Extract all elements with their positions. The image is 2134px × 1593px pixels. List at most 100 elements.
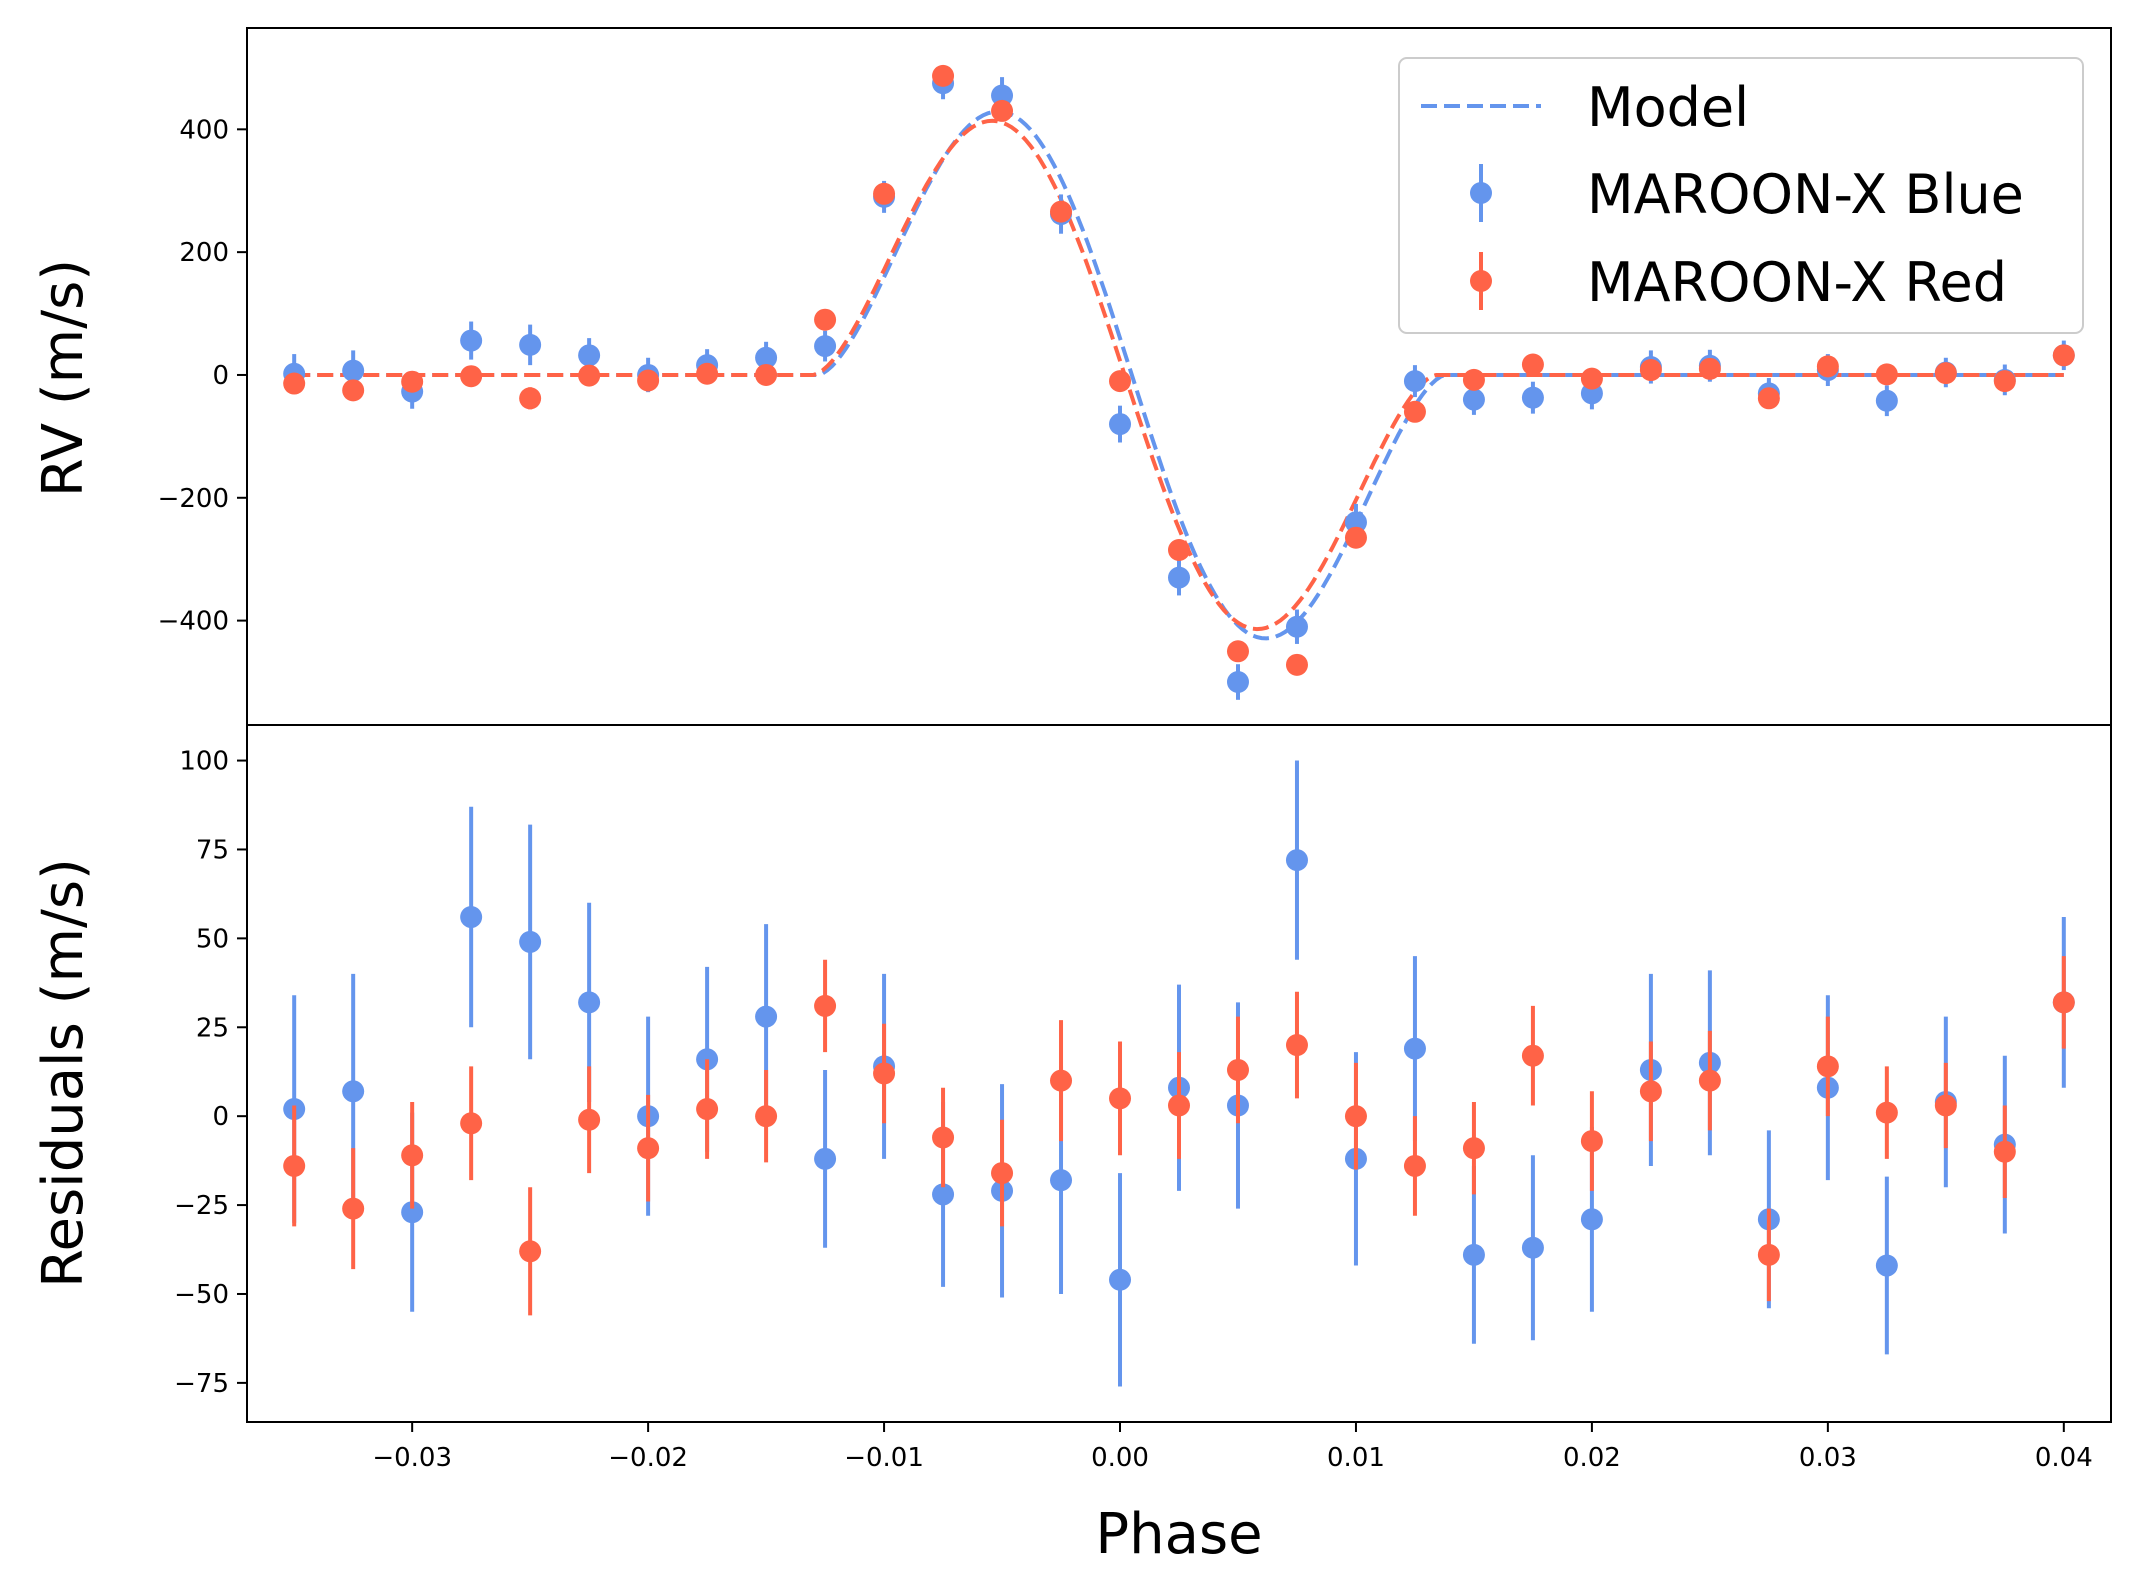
x-tick-label: 0.02: [1563, 1443, 1621, 1473]
rv-blue-point: [519, 333, 542, 356]
rv-y-tick-label: 0: [212, 361, 229, 391]
rv-red-point: [1168, 538, 1190, 561]
rv-red-point: [578, 364, 601, 387]
residuals-red-point: [932, 1126, 955, 1149]
legend-box: [1398, 57, 2084, 334]
residuals-blue-point: [814, 1147, 837, 1170]
residuals-blue-point: [1109, 1268, 1132, 1291]
residuals-red-point: [1993, 1140, 2016, 1163]
rv-y-tick-label: −400: [158, 607, 229, 637]
x-tick-label: 0.03: [1799, 1443, 1857, 1473]
rv-red-point: [1050, 200, 1073, 223]
residuals-red-point: [1344, 1105, 1367, 1128]
rv-red-point: [755, 363, 778, 386]
residuals-blue-point: [519, 930, 542, 953]
residuals-red-point: [519, 1240, 542, 1263]
rv-panel: 400 200 0 −200 −400 RV (m/s) Model MAROON-X …: [31, 27, 2112, 726]
residuals-red-point: [1639, 1080, 1662, 1103]
rv-red-point: [1109, 370, 1132, 393]
residuals-y-tick-label: −25: [174, 1191, 229, 1221]
rv-blue-point: [1168, 566, 1190, 589]
residuals-red-point: [578, 1108, 601, 1131]
residuals-y-tick-label: 0: [212, 1102, 229, 1132]
residuals-red-point: [460, 1112, 483, 1135]
residuals-red-point: [814, 994, 837, 1017]
rv-red-point: [342, 379, 365, 402]
residuals-red-point: [1462, 1137, 1485, 1160]
rv-red-point: [519, 387, 542, 410]
residuals-blue-point: [932, 1183, 955, 1206]
rv-red-point: [1993, 370, 2016, 393]
rv-y-tick-label: 200: [179, 238, 229, 268]
residuals-red-point: [1285, 1034, 1308, 1057]
residuals-red-point: [401, 1144, 424, 1167]
legend-blue-marker: [1470, 182, 1492, 204]
rv-blue-point: [578, 344, 601, 367]
residuals-red-point: [991, 1162, 1014, 1185]
rv-red-point: [1816, 355, 1839, 378]
x-tick-label: −0.02: [608, 1443, 688, 1473]
rv-red-point: [1639, 359, 1662, 382]
residuals-blue-point: [578, 991, 601, 1014]
residuals-red-point: [1580, 1130, 1603, 1153]
rv-red-point: [637, 369, 660, 392]
x-tick-label: 0.04: [2035, 1443, 2093, 1473]
rv-blue-point: [1344, 511, 1367, 534]
rv-blue-point: [1462, 388, 1485, 411]
residuals-y-ticks: 100 75 50 25 0 −25 −50 −75: [174, 747, 247, 1399]
rv-red-point: [1403, 400, 1426, 423]
rv-y-ticks: 400 200 0 −200 −400: [158, 115, 247, 637]
rv-red-point: [2052, 344, 2075, 367]
residuals-red-point: [1816, 1055, 1839, 1078]
rv-model-lines: [294, 109, 2064, 641]
rv-red-point: [1521, 353, 1544, 376]
residuals-red-point: [1521, 1044, 1544, 1067]
x-ticks: −0.03 −0.02 −0.01 0.00 0.01 0.02 0.03 0.04: [372, 1422, 2093, 1473]
residuals-red-point: [1934, 1094, 1957, 1117]
rv-blue-point: [1521, 386, 1544, 409]
x-tick-label: 0.00: [1091, 1443, 1149, 1473]
rv-red-point: [932, 64, 955, 87]
rv-red-point: [1875, 363, 1898, 386]
rv-blue-point: [342, 359, 365, 382]
x-tick-label: −0.01: [844, 1443, 924, 1473]
residuals-red-point: [755, 1105, 778, 1128]
residuals-blue-point: [1875, 1254, 1898, 1277]
residuals-blue-point: [342, 1080, 365, 1103]
rv-red-point: [873, 182, 896, 205]
residuals-red-point: [637, 1137, 660, 1160]
legend-model-label: Model: [1587, 76, 1749, 139]
residuals-y-tick-label: 50: [196, 924, 229, 954]
residuals-red-point: [1050, 1069, 1073, 1092]
residuals-red-point: [1757, 1243, 1780, 1266]
rv-blue-point: [814, 335, 837, 358]
rv-blue-point: [755, 346, 778, 369]
rv-red-point: [1580, 367, 1603, 390]
residuals-blue-point: [401, 1201, 424, 1224]
residuals-red-point: [1168, 1094, 1190, 1117]
residuals-blue-point: [1521, 1236, 1544, 1259]
legend-blue-label: MAROON-X Blue: [1587, 163, 2024, 226]
rv-red-point: [696, 362, 719, 385]
rv-red-point: [1285, 653, 1308, 676]
residuals-y-axis-label: Residuals (m/s): [31, 858, 96, 1288]
residuals-red-point: [2052, 991, 2075, 1014]
residuals-blue-point: [460, 906, 483, 929]
residuals-y-tick-label: 75: [196, 835, 229, 865]
rv-blue-point: [1285, 615, 1308, 638]
residuals-blue-point: [1462, 1243, 1485, 1266]
residuals-red-point: [1109, 1087, 1132, 1110]
x-tick-label: −0.03: [372, 1443, 452, 1473]
residuals-blue-point: [1050, 1169, 1073, 1192]
rv-red-point: [1698, 357, 1721, 380]
residuals-red-point: [283, 1154, 306, 1177]
residuals-blue-point: [1403, 1037, 1426, 1060]
rv-y-axis-label: RV (m/s): [31, 259, 96, 497]
x-tick-label: 0.01: [1327, 1443, 1385, 1473]
residuals-y-tick-label: 100: [179, 747, 229, 777]
rv-red-point: [1757, 387, 1780, 410]
rv-red-point: [814, 308, 837, 331]
x-axis-label: Phase: [1095, 1502, 1262, 1567]
residuals-y-tick-label: 25: [196, 1013, 229, 1043]
residuals-panel: 100 75 50 25 0 −25 −50 −75 −0.03 −0.02 −0.01 0.00 0…: [31, 724, 2112, 1567]
